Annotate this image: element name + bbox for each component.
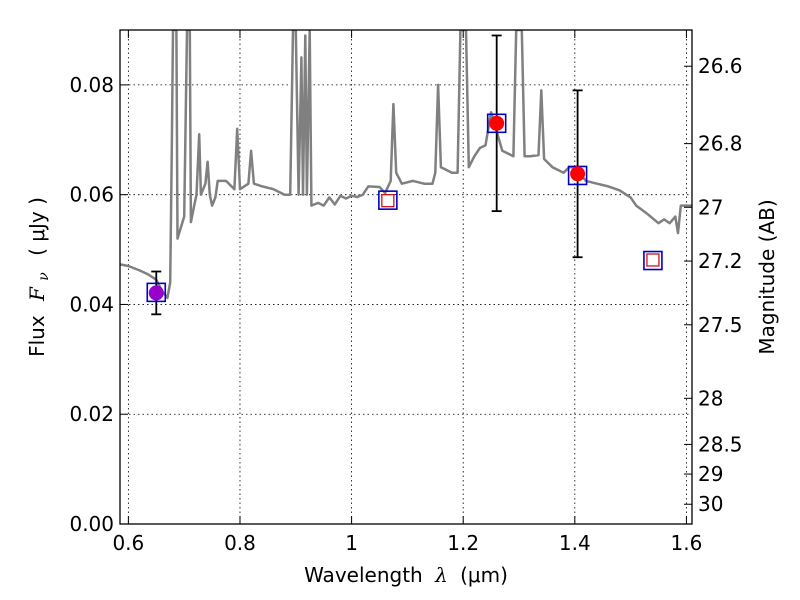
model-photometry-square (643, 250, 663, 271)
y2-tick-label: 28.5 (698, 432, 743, 456)
y-tick-label: 0.06 (69, 183, 114, 207)
x-tick-label: 1.4 (559, 531, 591, 555)
x-tick-label: 0.8 (224, 531, 256, 555)
y2-tick-label: 27.5 (698, 313, 743, 337)
plot-area (120, 30, 692, 300)
y2-tick-label: 30 (698, 492, 723, 516)
y2-tick-label: 27 (698, 195, 723, 219)
y2-axis-title: Magnitude (AB) (755, 199, 779, 354)
axis-ticks: 0.6 0.8 1 1.2 1.4 1.6 0.00 0.02 0.04 0.06 0.08 26.6… (69, 30, 743, 555)
y-tick-label: 0.02 (69, 402, 114, 426)
y-tick-label: 0.08 (69, 73, 114, 97)
x-tick-label: 1.2 (447, 531, 479, 555)
observed-point (489, 115, 505, 131)
limit-marker-square (381, 194, 395, 208)
x-axis-title: Wavelength λ (μm) (304, 563, 508, 587)
observed-point (570, 166, 586, 182)
x-tick-label: 0.6 (112, 531, 144, 555)
model-photometry-square (378, 190, 398, 210)
y2-tick-label: 28 (698, 386, 723, 410)
model-sed-line (120, 30, 692, 300)
observed-point (148, 285, 164, 301)
limit-marker-square (646, 253, 660, 267)
y-tick-label: 0.00 (69, 512, 114, 536)
model-photometry-square (486, 113, 507, 134)
y2-tick-label: 29 (698, 462, 723, 486)
plot-frame (119, 29, 693, 525)
x-tick-label: 1.6 (671, 531, 703, 555)
y2-tick-label: 26.6 (698, 54, 743, 78)
markers (146, 113, 663, 303)
y2-tick-label: 27.2 (698, 249, 743, 273)
model-photometry-square (146, 282, 167, 303)
y-axis-title: Flux F ν ( μJy ) (25, 197, 53, 357)
y-tick-label: 0.04 (69, 292, 114, 316)
y2-tick-label: 26.8 (698, 132, 743, 156)
x-tick-label: 1 (345, 531, 358, 555)
